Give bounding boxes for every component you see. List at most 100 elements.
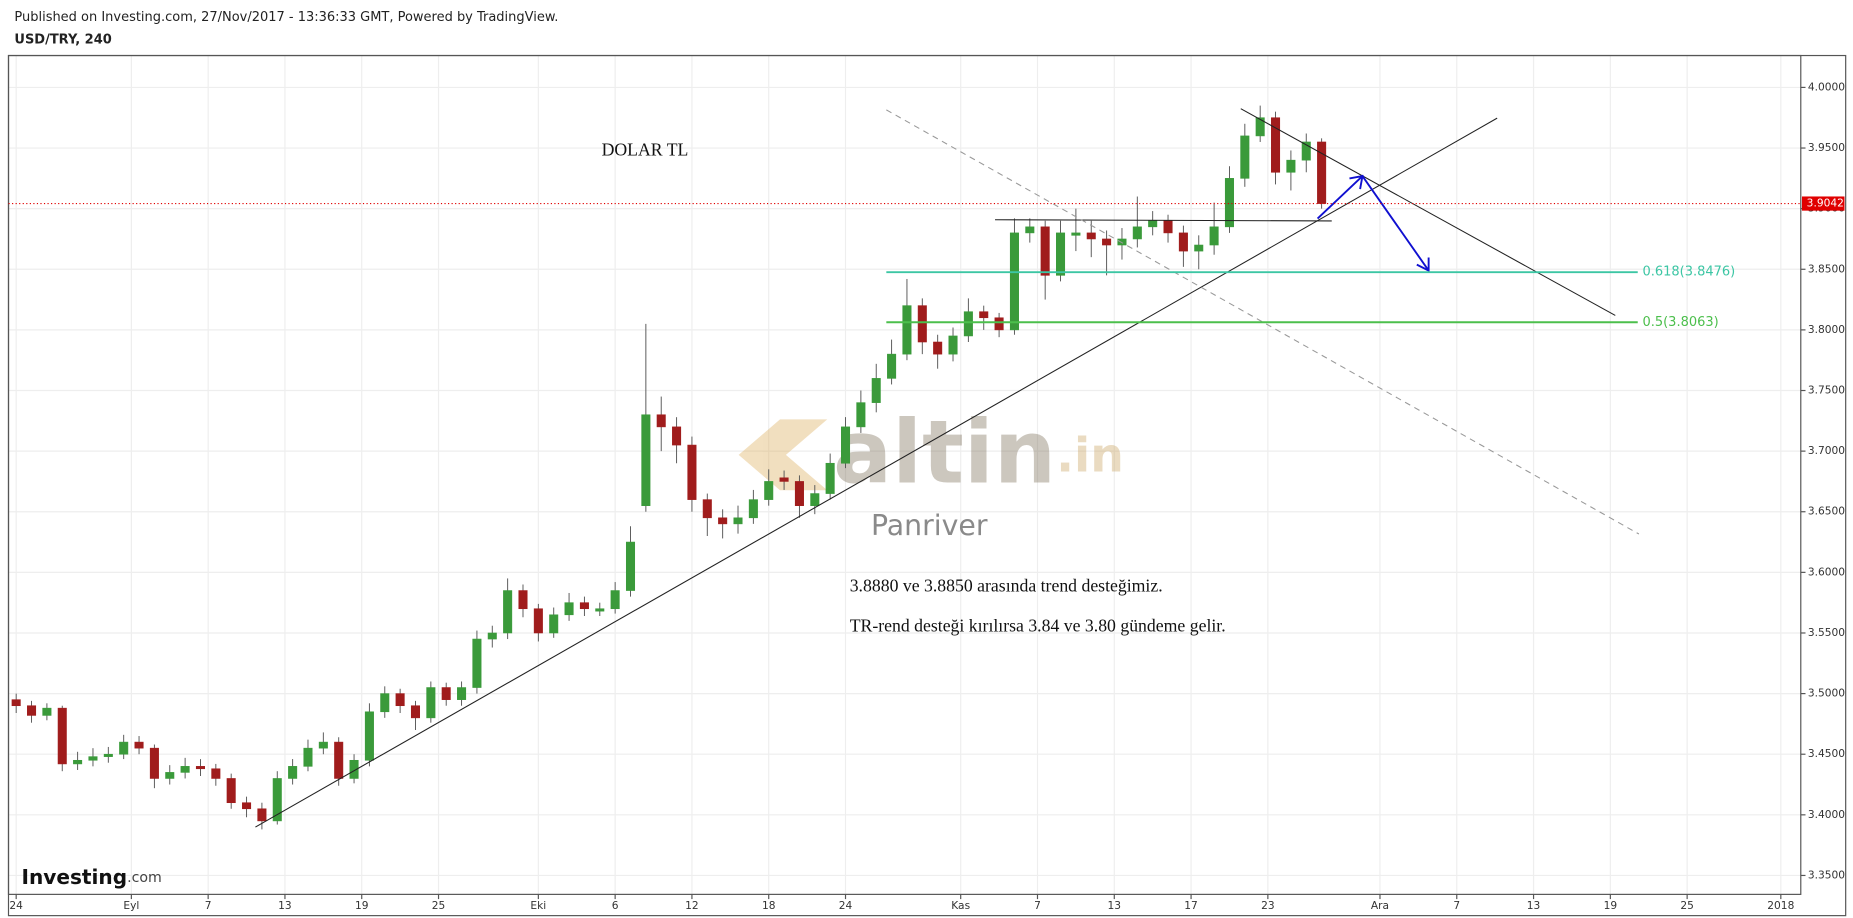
candle-body (1163, 220, 1173, 234)
candle-body (1086, 232, 1096, 240)
published-note: Published on Investing.com, 27/Nov/2017 … (14, 10, 558, 25)
drawings (255, 108, 1640, 828)
trend-line (255, 117, 1498, 828)
candle-body (487, 632, 497, 640)
y-tick-label: 3.5000 (1808, 687, 1845, 700)
candle-body (610, 590, 620, 610)
y-tick-label: 3.9500 (1808, 141, 1845, 154)
x-tick-label: Eyl (123, 899, 139, 912)
candle-body (318, 741, 328, 749)
candle-body (211, 768, 221, 779)
x-tick-label: 13 (1527, 899, 1541, 912)
symbol: USD/TRY, 240 (14, 33, 111, 48)
candle-body (825, 462, 835, 494)
candle-body (887, 353, 897, 379)
price-label: 3.9042 (1807, 197, 1844, 210)
y-tick-label: 3.7500 (1808, 384, 1845, 397)
candle-body (810, 493, 820, 506)
candle-body (687, 444, 697, 500)
candle-body (1009, 232, 1019, 331)
candle-body (764, 481, 774, 500)
candle-body (165, 772, 175, 779)
x-tick-label: 6 (612, 899, 619, 912)
y-tick-label: 3.4500 (1808, 747, 1845, 760)
candle-body (503, 590, 513, 634)
annotation: 3.8880 ve 3.8850 arasında trend desteğim… (850, 575, 1163, 595)
candle-body (595, 608, 605, 612)
x-tick-label: 17 (1184, 899, 1198, 912)
candle-body (672, 426, 682, 446)
y-tick-label: 4.0000 (1808, 80, 1845, 93)
candle-body (1301, 141, 1311, 161)
candle-body (748, 499, 758, 519)
candle-body (119, 741, 129, 755)
candle-body (226, 778, 236, 804)
candle-body (564, 602, 574, 616)
candle-body (441, 687, 451, 700)
x-tick-label: 23 (1261, 899, 1275, 912)
x-tick-label: 7 (205, 899, 212, 912)
candle-body (656, 414, 666, 428)
y-tick-label: 3.6000 (1808, 565, 1845, 578)
x-tick-label: 13 (1108, 899, 1122, 912)
candle-body (1255, 117, 1265, 137)
logo-brand: Investing (21, 864, 127, 888)
x-tick-label: 7 (1034, 899, 1041, 912)
candle-body (549, 614, 559, 634)
grid (8, 55, 1801, 895)
x-tick-label: 18 (762, 899, 776, 912)
y-tick-label: 3.3500 (1808, 868, 1845, 881)
y-tick-label: 3.8000 (1808, 323, 1845, 336)
candle-body (73, 759, 83, 765)
candle-body (88, 756, 98, 761)
candle-body (579, 602, 589, 610)
candle-body (103, 753, 113, 757)
candle-body (933, 341, 943, 355)
x-tick-label: 19 (355, 899, 369, 912)
candle-body (195, 766, 205, 770)
candle-body (1071, 232, 1081, 236)
candle-body (718, 517, 728, 525)
x-tick-label: 2018 (1767, 899, 1794, 912)
candle-body (334, 741, 344, 779)
fib-label: 0.618(3.8476) (1642, 265, 1735, 280)
candle-body (625, 541, 636, 591)
candle-body (871, 378, 881, 403)
candle-body (1056, 232, 1066, 276)
x-tick-label: Ara (1371, 899, 1389, 912)
support-line (995, 219, 1332, 222)
x-tick-label: 12 (685, 899, 699, 912)
fib-label: 0.5(3.8063) (1642, 315, 1718, 330)
x-tick-label: 24 (9, 899, 23, 912)
candle-body (380, 693, 390, 713)
arrow-head (1349, 174, 1364, 190)
candle-body (856, 402, 866, 428)
candle-body (840, 426, 851, 464)
annotation: TR-rend desteği kırılırsa 3.84 ve 3.80 g… (850, 615, 1226, 635)
logo: Investing.com (21, 864, 161, 888)
candle-body (948, 335, 958, 355)
candle-body (11, 699, 21, 707)
candle-body (1271, 117, 1281, 173)
candle-body (149, 747, 159, 779)
candle-body (1102, 238, 1112, 246)
candle-body (395, 693, 405, 707)
annotation-title: DOLAR TL (602, 139, 689, 159)
candle-body (288, 766, 298, 779)
candle-body (902, 305, 912, 355)
candle-body (1117, 238, 1127, 246)
candle-body (1209, 226, 1219, 246)
candle-body (1224, 178, 1234, 228)
x-tick-label: 25 (1680, 899, 1694, 912)
candle-body (794, 481, 804, 506)
candle-body (518, 590, 528, 610)
candle-body (27, 705, 37, 716)
candle-body (134, 741, 144, 749)
y-tick-label: 3.7000 (1808, 444, 1845, 457)
watermark-icon (738, 419, 828, 491)
candle-body (364, 711, 374, 761)
candle-body (917, 305, 927, 343)
watermark: altin.in (738, 401, 1124, 503)
x-tick-label: 25 (432, 899, 446, 912)
